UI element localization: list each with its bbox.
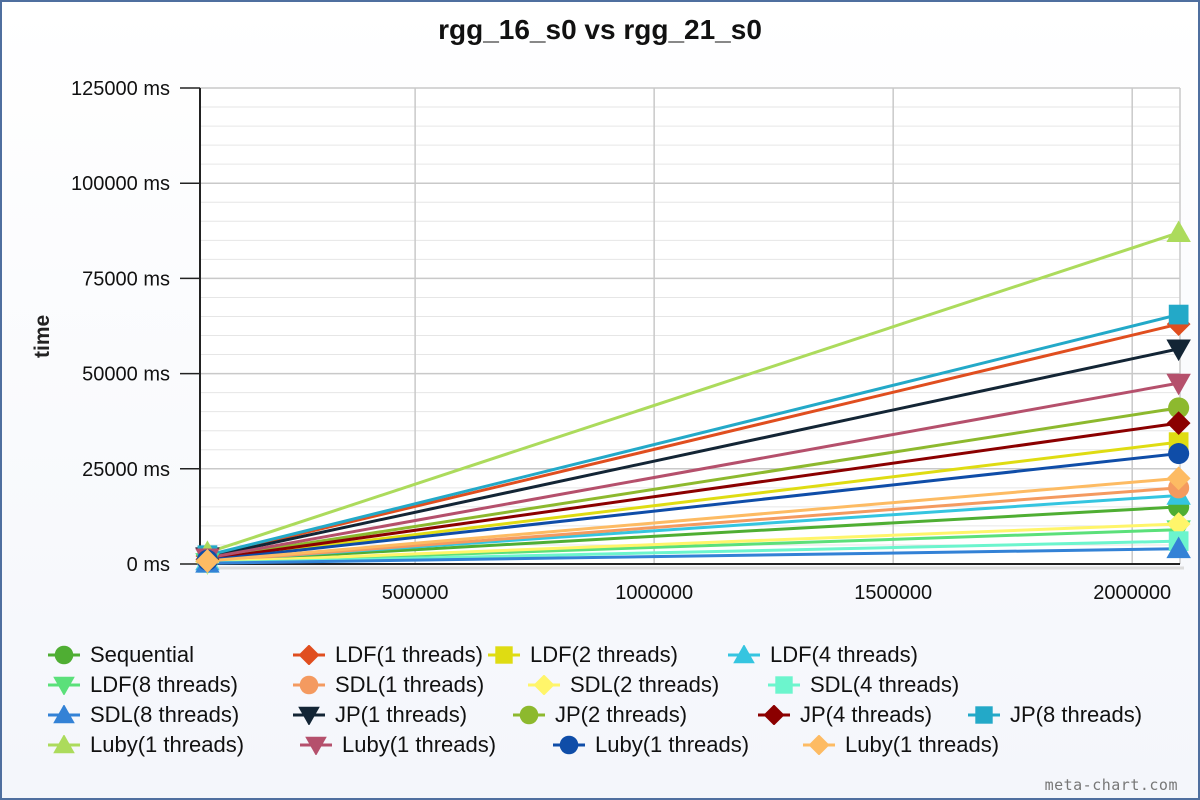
axes xyxy=(199,88,1180,565)
legend-item-8[interactable]: SDL(8 threads) xyxy=(46,700,239,730)
data-point-11-1 xyxy=(1166,411,1191,436)
legend-swatch-icon xyxy=(758,705,790,725)
legend-item-13[interactable]: Luby(1 threads) xyxy=(46,730,244,760)
legend-label: SDL(2 threads) xyxy=(570,672,720,697)
watermark-text: meta-chart.com xyxy=(1044,776,1178,794)
legend-item-4[interactable]: LDF(8 threads) xyxy=(46,670,238,700)
data-point-10-1 xyxy=(1168,397,1190,419)
series-line-5 xyxy=(207,486,1179,563)
legend-label: JP(4 threads) xyxy=(800,702,933,727)
series-line-2 xyxy=(207,440,1179,562)
legend-label: Luby(1 threads) xyxy=(845,732,1000,757)
y-tick-label: 100000 ms xyxy=(71,173,170,195)
legend-item-9[interactable]: JP(1 threads) xyxy=(291,700,467,730)
legend-label: LDF(4 threads) xyxy=(770,642,918,667)
legend-swatch-icon xyxy=(728,645,760,664)
data-point-13-1 xyxy=(1166,220,1191,243)
data-point-16-1 xyxy=(1166,466,1191,491)
x-tick-label: 500000 xyxy=(382,582,449,604)
series-line-6 xyxy=(207,522,1179,564)
legend-swatch-icon xyxy=(48,676,80,695)
legend-label: JP(2 threads) xyxy=(555,702,688,727)
legend-swatch-icon xyxy=(48,705,80,724)
legend-item-12[interactable]: JP(8 threads) xyxy=(966,700,1142,730)
y-tick-label: 75000 ms xyxy=(82,268,170,290)
series-line-16 xyxy=(207,476,1179,563)
legend-label: JP(8 threads) xyxy=(1010,702,1143,727)
data-point-6-1 xyxy=(1166,512,1191,536)
series-line-10 xyxy=(207,406,1179,561)
legend-swatch-icon xyxy=(293,645,325,665)
legend-item-7[interactable]: SDL(4 threads) xyxy=(766,670,959,700)
series-line-14 xyxy=(207,381,1179,560)
data-point-12-1 xyxy=(1168,304,1189,325)
series-line-1 xyxy=(207,322,1179,558)
series-line-8 xyxy=(207,547,1179,565)
legend-swatch-icon xyxy=(553,735,585,755)
legend-label: SDL(4 threads) xyxy=(810,672,960,697)
legend-swatch-icon xyxy=(513,705,545,725)
series-lines xyxy=(206,231,1180,565)
legend-swatch-icon xyxy=(48,735,80,754)
legend-swatch-icon xyxy=(488,646,520,664)
legend-item-14[interactable]: Luby(1 threads) xyxy=(298,730,496,760)
legend-item-16[interactable]: Luby(1 threads) xyxy=(801,730,999,760)
legend-label: LDF(2 threads) xyxy=(530,642,678,667)
chart-title: rgg_16_s0 vs rgg_21_s0 xyxy=(438,14,762,45)
legend-item-3[interactable]: LDF(4 threads) xyxy=(726,640,918,670)
legend-label: Luby(1 threads) xyxy=(90,732,245,757)
legend-item-10[interactable]: JP(2 threads) xyxy=(511,700,687,730)
x-tick-label: 2000000 xyxy=(1093,582,1171,604)
data-point-9-1 xyxy=(1166,339,1191,362)
data-point-16-0 xyxy=(195,549,220,573)
series-line-15 xyxy=(207,452,1179,562)
y-tick-label: 125000 ms xyxy=(71,78,170,100)
y-tick-label: 0 ms xyxy=(127,554,170,576)
series-markers xyxy=(195,220,1191,575)
data-point-15-1 xyxy=(1168,443,1190,465)
series-line-13 xyxy=(206,231,1180,555)
y-tick-labels: 0 ms 25000 ms 50000 ms 75000 ms 100000 ms 125… xyxy=(71,78,200,576)
legend-swatch-icon xyxy=(803,735,835,755)
series-line-11 xyxy=(207,421,1179,561)
legend-swatch-icon xyxy=(300,736,332,755)
legend-label: Sequential xyxy=(90,642,194,667)
series-line-12 xyxy=(207,313,1179,557)
legend-item-1[interactable]: LDF(1 threads) xyxy=(291,640,483,670)
series-line-0 xyxy=(207,505,1179,563)
legend-swatch-icon xyxy=(48,645,80,665)
legend-item-2[interactable]: LDF(2 threads) xyxy=(486,640,678,670)
legend-swatch-icon xyxy=(293,706,325,725)
y-tick-label: 50000 ms xyxy=(82,364,170,386)
x-tick-label: 1000000 xyxy=(615,582,693,604)
legend-label: JP(1 threads) xyxy=(335,702,468,727)
x-tick-label: 1500000 xyxy=(854,582,932,604)
legend-item-15[interactable]: Luby(1 threads) xyxy=(551,730,749,760)
y-tick-label: 25000 ms xyxy=(82,459,170,481)
legend-item-5[interactable]: SDL(1 threads) xyxy=(291,670,484,700)
data-point-14-1 xyxy=(1166,373,1191,396)
legend-swatch-icon xyxy=(968,706,1000,724)
legend-label: LDF(1 threads) xyxy=(335,642,483,667)
legend-label: SDL(1 threads) xyxy=(335,672,485,697)
data-point-8-1 xyxy=(1166,536,1191,559)
legend-swatch-icon xyxy=(528,675,560,695)
legend-swatch-icon xyxy=(293,675,325,695)
legend-label: Luby(1 threads) xyxy=(342,732,497,757)
legend-item-11[interactable]: JP(4 threads) xyxy=(756,700,932,730)
series-line-9 xyxy=(207,347,1179,559)
legend-label: SDL(8 threads) xyxy=(90,702,240,727)
legend-item-6[interactable]: SDL(2 threads) xyxy=(526,670,719,700)
legend-item-0[interactable]: Sequential xyxy=(46,640,194,670)
x-tick-labels: 500000 1000000 1500000 2000000 xyxy=(382,582,1171,604)
legend-label: Luby(1 threads) xyxy=(595,732,750,757)
legend-label: LDF(8 threads) xyxy=(90,672,238,697)
legend-swatch-icon xyxy=(768,676,800,694)
series-line-7 xyxy=(207,539,1179,565)
